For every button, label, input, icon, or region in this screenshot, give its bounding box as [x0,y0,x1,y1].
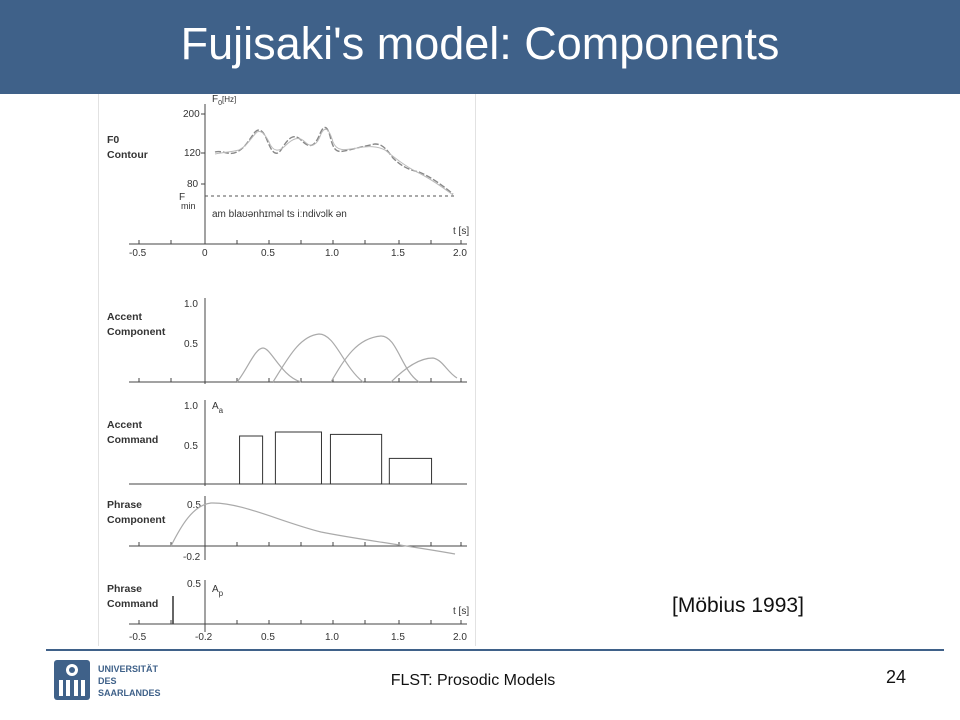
phrase-component-tick: 0.5 [187,500,201,511]
accent-component-label-line2: Component [107,326,166,338]
phrase-component-tick: -0.2 [183,552,201,563]
accent-response-3 [330,335,420,383]
accent-command-bar [274,431,322,485]
accent-command-label-line1: Accent [107,419,143,431]
accent-response-1 [236,347,302,383]
bottom-x-tick-label: -0.5 [129,632,147,643]
accent-response-2 [272,333,364,383]
phrase-command-label-line1: Phrase [107,583,142,595]
accent-command-bars [239,431,433,485]
accent-command-bar [239,435,264,485]
f0-x-tick-label: -0.5 [129,248,147,259]
phrase-command-tick: 0.5 [187,579,201,590]
title-bar [0,0,960,94]
f0-time-label: t [s] [453,226,469,237]
f0-label-line2: Contour [107,149,148,161]
bottom-x-tick-label: -0.2 [195,632,213,643]
slide-title: Fujisaki's model: Components [180,18,780,69]
accent-component-label-line1: Accent [107,311,143,323]
f0-x-tick-label: 0.5 [261,248,275,259]
f0-x-tick-label: 0 [202,248,208,259]
phrase-response-curve [170,502,456,555]
bottom-x-tick-label: 2.0 [453,632,467,643]
accent-response-4 [390,357,458,383]
accent-command-tick: 1.0 [184,401,198,412]
phrase-time-label: t [s] [453,606,469,617]
f0-label-line1: F0 [107,134,119,146]
accent-command-tick: 0.5 [184,441,198,452]
phrase-component-label-line1: Phrase [107,499,142,511]
phrase-component-x-ticks [138,542,462,546]
f0-tick-200: 200 [183,109,200,120]
f0-x-tick-label: 1.0 [325,248,339,259]
accent-component-tick: 0.5 [184,339,198,350]
phrase-command-label-line2: Command [107,598,158,610]
logo-text-line3: SAARLANDES [98,688,161,698]
phonetic-transcription: am blaʊənhɪməl ts iːndivɔlk ən [212,209,347,220]
accent-command-bar [329,433,383,485]
f0-tick-80: 80 [187,179,199,190]
logo-text-line2: DES [98,676,117,686]
f0-tick-120: 120 [184,148,201,159]
bottom-x-tick-label: 0.5 [261,632,275,643]
university-seal-icon [54,660,90,700]
footer-rule [46,649,944,651]
logo-text-line1: UNIVERSITÄT [98,664,159,674]
phrase-command-amp-label: Ap [212,584,224,598]
bottom-x-tick-label: 1.0 [325,632,339,643]
accent-command-label-line2: Command [107,434,158,446]
f0-axis-label: F0[Hz] [212,94,236,107]
phrase-component-label-line2: Component [107,514,166,526]
f0-x-tick-marks [138,240,462,244]
f0-model-curve [214,128,454,196]
phrase-command-x-ticks [138,620,462,624]
page-number: 24 [886,667,907,687]
citation: [Möbius 1993] [672,594,804,617]
f0-x-tick-label: 2.0 [453,248,467,259]
f0-contour-curve [214,126,454,195]
bottom-x-tick-label: 1.5 [391,632,405,643]
f0-x-tick-label: 1.5 [391,248,405,259]
accent-command-bar [388,457,433,485]
accent-component-tick: 1.0 [184,299,198,310]
university-logo: UNIVERSITÄT DES SAARLANDES [54,660,161,700]
footer-text: FLST: Prosodic Models [390,672,556,689]
accent-command-amp-label: Aa [212,401,224,415]
